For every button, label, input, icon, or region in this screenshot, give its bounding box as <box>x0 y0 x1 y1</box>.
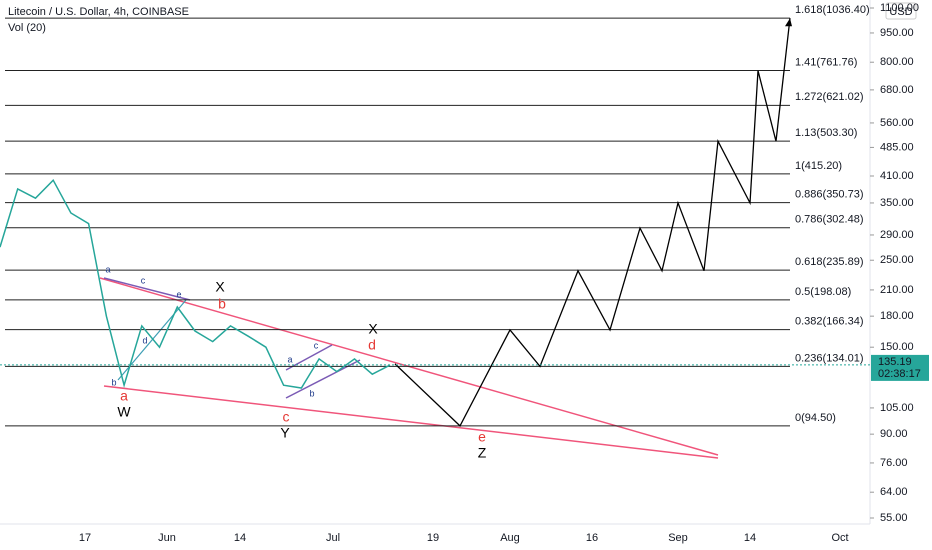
trendline <box>103 385 719 459</box>
fib-label: 1.272(621.02) <box>795 91 864 103</box>
y-tick-label: 560.00 <box>880 117 914 129</box>
y-tick-label: 800.00 <box>880 56 914 68</box>
y-tick-label: 950.00 <box>880 27 914 39</box>
price-tag-value: 135.19 <box>878 356 912 368</box>
sub-wave-label: a <box>105 264 110 274</box>
wave-label: a <box>120 388 128 404</box>
price-tag <box>871 354 929 381</box>
wave-label: Z <box>478 445 487 461</box>
y-tick-label: 485.00 <box>880 141 914 153</box>
channel-line <box>285 344 333 371</box>
y-tick-label: 290.00 <box>880 229 914 241</box>
x-tick-label: 14 <box>234 532 246 544</box>
currency[interactable]: USD <box>889 6 912 18</box>
y-tick-label: 105.00 <box>880 402 914 414</box>
y-tick-label: 410.00 <box>880 170 914 182</box>
fib-label: 0.236(134.01) <box>795 352 864 364</box>
x-tick-label: Jun <box>158 532 176 544</box>
y-tick-label: 55.00 <box>880 512 908 524</box>
x-tick-label: Sep <box>668 532 688 544</box>
y-tick-label: 680.00 <box>880 84 914 96</box>
sub-wave-label: e <box>176 289 181 299</box>
wave-label: X <box>215 279 225 295</box>
sub-wave-label: c <box>314 340 319 350</box>
sub-wave-label: b <box>111 377 116 387</box>
y-tick-label: 250.00 <box>880 254 914 266</box>
x-tick-label: 14 <box>744 532 756 544</box>
sub-wave-label: a <box>287 354 292 364</box>
wave-label: c <box>283 409 290 425</box>
sub-wave-label: d <box>142 335 147 345</box>
y-tick-label: 350.00 <box>880 197 914 209</box>
fib-label: 0.886(350.73) <box>795 189 864 201</box>
y-tick-label: 180.00 <box>880 310 914 322</box>
fib-label: 0.5(198.08) <box>795 286 851 298</box>
x-tick-label: 17 <box>79 532 91 544</box>
fib-label: 0.786(302.48) <box>795 214 864 226</box>
wave-label: Y <box>280 425 290 441</box>
chart-title: Litecoin / U.S. Dollar, 4h, COINBASE <box>8 6 189 18</box>
y-tick-label: 64.00 <box>880 486 908 498</box>
wave-label: b <box>218 296 226 312</box>
arrow-head <box>785 18 792 27</box>
x-tick-label: Oct <box>831 532 848 544</box>
price-line <box>0 178 391 389</box>
y-tick-label: 1100.00 <box>880 2 919 14</box>
wave-label: W <box>117 404 131 420</box>
fib-label: 1.41(761.76) <box>795 56 857 68</box>
volume-label: Vol (20) <box>8 22 46 34</box>
currency-badge[interactable] <box>885 2 917 20</box>
x-tick-label: 19 <box>427 532 439 544</box>
fib-label: 1.13(503.30) <box>795 127 857 139</box>
projection-path <box>394 18 791 427</box>
fib-label: 0.618(235.89) <box>795 256 864 268</box>
x-tick-label: 16 <box>586 532 598 544</box>
fib-label: 1.618(1036.40) <box>795 4 870 16</box>
y-tick-label: 90.00 <box>880 428 908 440</box>
wave-label: X <box>368 321 378 337</box>
x-tick-label: Jul <box>326 532 340 544</box>
y-tick-label: 210.00 <box>880 284 914 296</box>
fib-label: 1(415.20) <box>795 160 842 172</box>
sub-wave-label: b <box>309 388 314 398</box>
wave-label: e <box>478 429 486 445</box>
y-tick-label: 76.00 <box>880 457 908 469</box>
fib-label: 0(94.50) <box>795 412 836 424</box>
x-tick-label: Aug <box>500 532 520 544</box>
fib-label: 0.382(166.34) <box>795 315 864 327</box>
sub-wave-label: c <box>141 275 146 285</box>
price-tag-countdown: 02:38:17 <box>878 368 921 380</box>
y-tick-label: 150.00 <box>880 341 914 353</box>
wave-label: d <box>368 337 376 353</box>
channel-line <box>103 277 191 301</box>
